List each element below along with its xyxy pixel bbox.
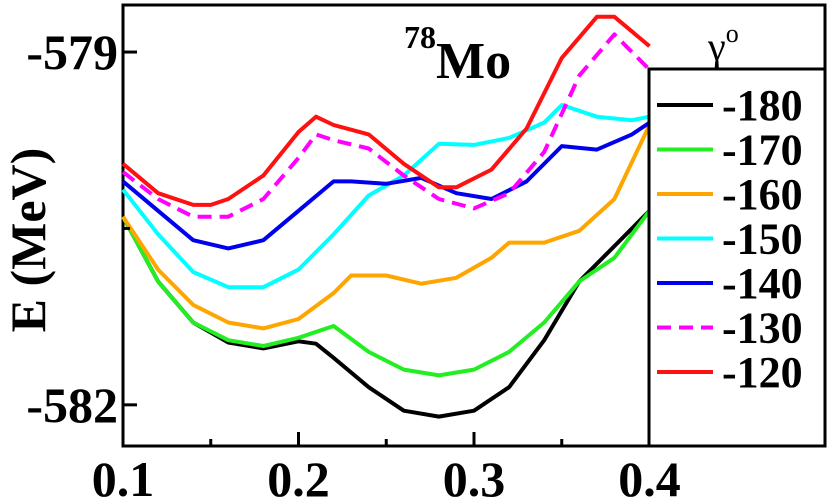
legend-title: γo [707, 19, 739, 69]
legend-label: -170 [722, 126, 803, 175]
series-line-m130 [121, 32, 651, 219]
series-layer [121, 14, 652, 419]
y-tick-label: -579 [26, 24, 118, 80]
legend-label: -160 [722, 170, 803, 219]
legend-entries: -180-170-160-150-140-130-120 [657, 81, 803, 397]
x-tick-label: 0.2 [267, 451, 330, 500]
legend-label: -120 [722, 348, 803, 397]
legend-title-symbol: γ [707, 24, 726, 69]
series-line-m170 [121, 209, 652, 378]
x-tick-label: 0.4 [618, 451, 681, 500]
tick-layer: 0.1 0.2 0.3 0.4 -579 -582 [26, 24, 739, 500]
isotope-mass-number: 78 [404, 19, 436, 55]
series-line-m150 [121, 103, 650, 290]
legend-label: -140 [722, 259, 803, 308]
series-line-m120 [121, 14, 651, 207]
isotope-label: 78Mo [404, 19, 511, 90]
isotope-symbol: Mo [436, 33, 511, 90]
legend-box [647, 67, 827, 448]
series-line-m140 [121, 120, 651, 251]
legend-label: -180 [722, 81, 803, 130]
legend-label: -130 [722, 304, 803, 353]
series-line-m160 [121, 124, 652, 331]
x-tick-label: 0.3 [443, 451, 506, 500]
x-tick-label: 0.1 [92, 451, 155, 500]
y-axis-title: E (MeV) [0, 148, 56, 333]
legend-title-superscript: o [726, 19, 739, 48]
legend-label: -150 [722, 215, 803, 264]
y-tick-label: -582 [26, 377, 118, 433]
